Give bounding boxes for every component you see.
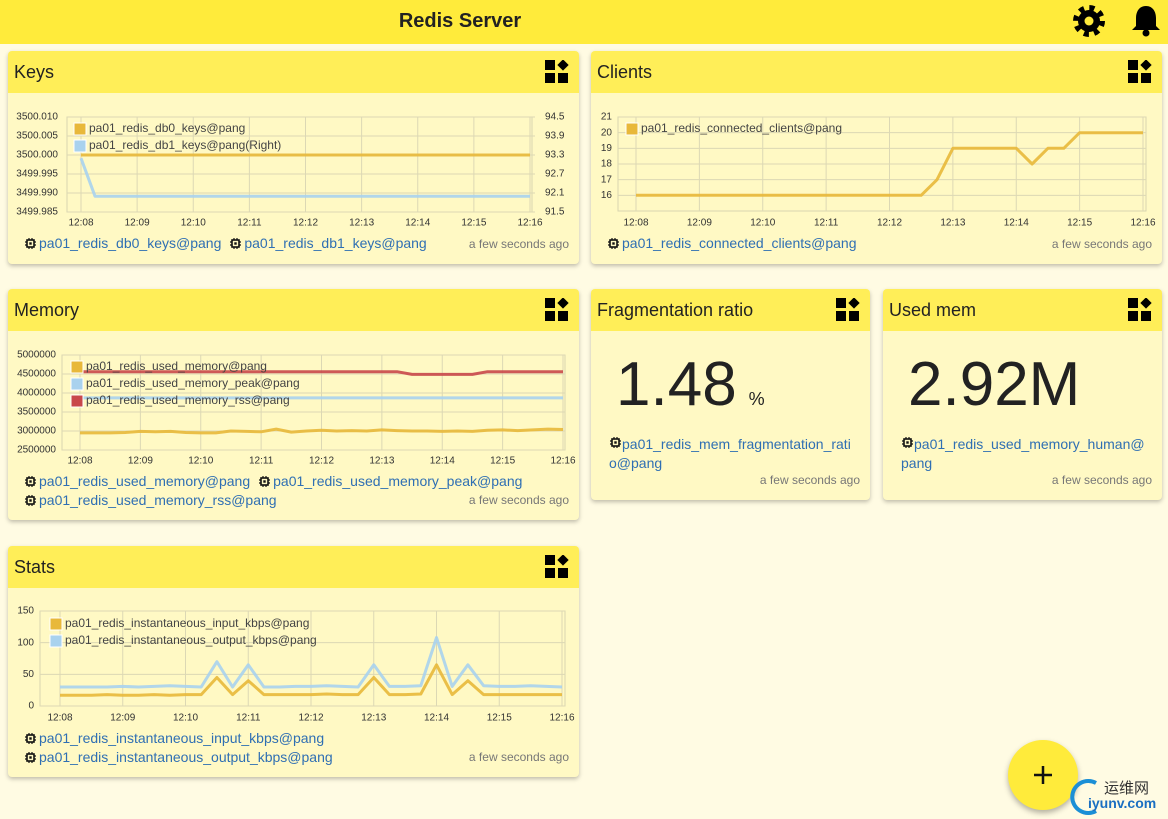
watermark-site: iyunv.com bbox=[1088, 795, 1157, 811]
link-list: pa01_redis_connected_clients@pang bbox=[607, 234, 1137, 253]
updated-time: a few seconds ago bbox=[1051, 237, 1152, 251]
link-list: pa01_redis_used_memory@pang pa01_redis_us… bbox=[24, 472, 559, 510]
stat-display: 2.92M bbox=[908, 349, 1080, 420]
metric-link[interactable]: pa01_redis_db0_keys@pang bbox=[24, 234, 221, 253]
link-icon bbox=[259, 476, 271, 487]
metric-link-text: pa01_redis_mem_fragmentation_ratio@pang bbox=[609, 436, 851, 471]
link-list: pa01_redis_instantaneous_input_kbps@pang… bbox=[24, 729, 364, 767]
metric-link[interactable]: pa01_redis_used_memory_rss@pang bbox=[24, 491, 277, 510]
keys-card: Keys pa01_redis_db0_keys@pang pa01_redis_… bbox=[8, 51, 579, 264]
card-header: Fragmentation ratio bbox=[591, 289, 870, 331]
stat-display: 1.48% bbox=[616, 349, 765, 420]
metric-link-text: pa01_redis_used_memory_rss@pang bbox=[39, 492, 277, 508]
stats-card: Stats pa01_redis_instantaneous_input_kbp… bbox=[8, 546, 579, 777]
metric-link[interactable]: pa01_redis_used_memory_peak@pang bbox=[258, 472, 522, 491]
link-icon bbox=[902, 437, 913, 448]
link-icon bbox=[610, 437, 621, 448]
metric-link-text: pa01_redis_db1_keys@pang bbox=[244, 235, 427, 251]
widget-menu-icon[interactable] bbox=[545, 298, 569, 322]
watermark: 运维网 iyunv.com bbox=[1066, 773, 1166, 817]
settings-icon[interactable] bbox=[1071, 3, 1107, 39]
metric-link[interactable]: pa01_redis_connected_clients@pang bbox=[607, 234, 857, 253]
link-icon bbox=[25, 495, 36, 506]
link-icon bbox=[25, 238, 36, 249]
metric-link[interactable]: pa01_redis_db1_keys@pang bbox=[229, 234, 427, 253]
link-icon bbox=[25, 752, 36, 763]
plus-icon bbox=[1034, 766, 1052, 784]
metric-link[interactable]: pa01_redis_used_memory@pang bbox=[24, 472, 250, 491]
updated-time: a few seconds ago bbox=[468, 750, 569, 764]
metric-link[interactable]: pa01_redis_instantaneous_input_kbps@pang bbox=[24, 729, 324, 748]
metric-link-text: pa01_redis_used_memory@pang bbox=[39, 473, 251, 489]
card-header: Stats bbox=[8, 546, 579, 588]
watermark-name: 运维网 bbox=[1104, 780, 1150, 797]
card-title: Clients bbox=[597, 62, 653, 82]
widget-menu-icon[interactable] bbox=[836, 298, 860, 322]
stat-value: 1.48 bbox=[616, 350, 737, 419]
fragmentation-card: Fragmentation ratio 1.48% pa01_redis_mem… bbox=[591, 289, 870, 500]
link-icon bbox=[25, 733, 36, 744]
memory-card: Memory pa01_redis_used_memory@pang pa01_r… bbox=[8, 289, 579, 520]
watermark-logo bbox=[1070, 779, 1097, 815]
card-title: Keys bbox=[14, 62, 55, 82]
card-header: Keys bbox=[8, 51, 579, 93]
widget-menu-icon[interactable] bbox=[1128, 60, 1152, 84]
card-title: Stats bbox=[14, 557, 56, 577]
metric-link-text: pa01_redis_instantaneous_input_kbps@pang bbox=[39, 730, 325, 746]
metric-link-text: pa01_redis_used_memory_human@pang bbox=[901, 436, 1145, 471]
card-title: Fragmentation ratio bbox=[597, 300, 754, 320]
app-bar: Redis Server bbox=[0, 0, 1168, 44]
card-header: Used mem bbox=[883, 289, 1162, 331]
link-list: pa01_redis_db0_keys@pang pa01_redis_db1_k… bbox=[24, 234, 554, 253]
widget-menu-icon[interactable] bbox=[545, 555, 569, 579]
link-icon bbox=[25, 476, 36, 487]
clients-card: Clients pa01_redis_connected_clients@pan… bbox=[591, 51, 1162, 264]
used-mem-card: Used mem 2.92M pa01_redis_used_memory_hu… bbox=[883, 289, 1162, 500]
notifications-icon[interactable] bbox=[1129, 2, 1163, 38]
card-title: Memory bbox=[14, 300, 80, 320]
stat-link[interactable]: pa01_redis_mem_fragmentation_ratio@pang bbox=[609, 435, 854, 473]
stat-link[interactable]: pa01_redis_used_memory_human@pang bbox=[901, 435, 1146, 473]
metric-link-text: pa01_redis_used_memory_peak@pang bbox=[273, 473, 523, 489]
link-icon bbox=[608, 238, 619, 249]
widget-menu-icon[interactable] bbox=[545, 60, 569, 84]
add-widget-button[interactable] bbox=[1008, 740, 1078, 810]
updated-time: a few seconds ago bbox=[1051, 473, 1152, 487]
card-header: Clients bbox=[591, 51, 1162, 93]
widget-menu-icon[interactable] bbox=[1128, 298, 1152, 322]
stat-unit: % bbox=[748, 389, 765, 409]
metric-link-text: pa01_redis_db0_keys@pang bbox=[39, 235, 222, 251]
updated-time: a few seconds ago bbox=[468, 237, 569, 251]
updated-time: a few seconds ago bbox=[468, 493, 569, 507]
card-title: Used mem bbox=[889, 300, 977, 320]
app-title: Redis Server bbox=[398, 10, 522, 32]
stat-value: 2.92M bbox=[908, 350, 1081, 419]
metric-link-text: pa01_redis_instantaneous_output_kbps@pan… bbox=[39, 749, 333, 765]
metric-link-text: pa01_redis_connected_clients@pang bbox=[622, 235, 857, 251]
card-header: Memory bbox=[8, 289, 579, 331]
updated-time: a few seconds ago bbox=[759, 473, 860, 487]
link-icon bbox=[230, 238, 242, 249]
metric-link[interactable]: pa01_redis_instantaneous_output_kbps@pan… bbox=[24, 748, 333, 767]
